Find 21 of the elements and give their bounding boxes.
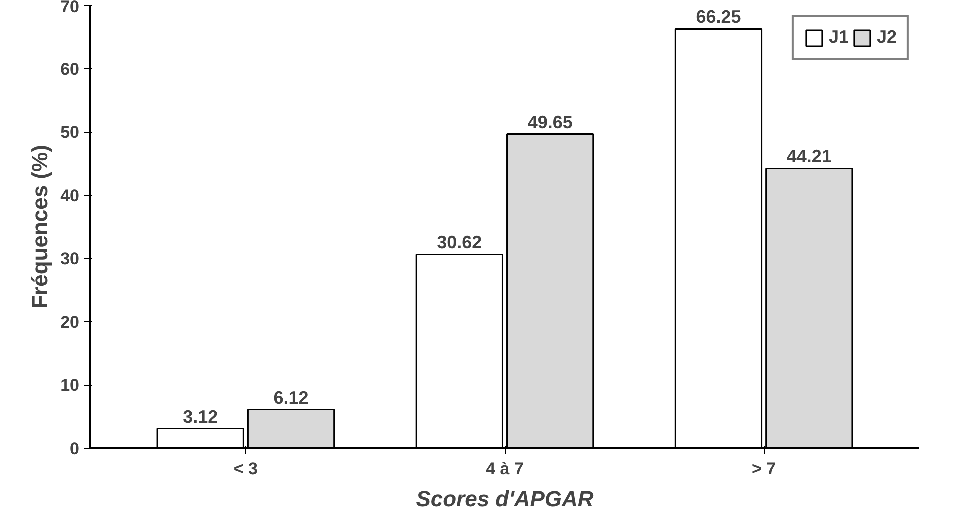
data-label: 44.21: [786, 146, 832, 167]
y-tick-label: 50: [60, 123, 80, 142]
legend-label: J2: [876, 27, 897, 48]
x-tick-label: 4 à 7: [486, 460, 524, 478]
x-tick-label: > 7: [752, 460, 776, 478]
y-tick-label: 20: [60, 312, 80, 332]
y-tick-label: 60: [60, 60, 80, 79]
data-label: 3.12: [183, 406, 218, 427]
data-label: 49.65: [528, 112, 573, 132]
data-label: 66.25: [696, 7, 742, 28]
legend-label: J1: [828, 27, 849, 48]
y-tick-label: 70: [60, 0, 80, 16]
y-tick-label: 40: [60, 186, 80, 206]
y-tick-label: 10: [60, 376, 80, 396]
data-label: 6.12: [274, 388, 309, 408]
x-tick-label: < 3: [234, 460, 258, 478]
data-label: 30.62: [437, 232, 482, 253]
y-tick-label: 0: [70, 440, 80, 458]
y-tick-label: 30: [60, 250, 80, 269]
x-axis-title: Scores d'APGAR: [416, 486, 594, 512]
y-axis-title: Fréquences (%): [28, 145, 53, 309]
